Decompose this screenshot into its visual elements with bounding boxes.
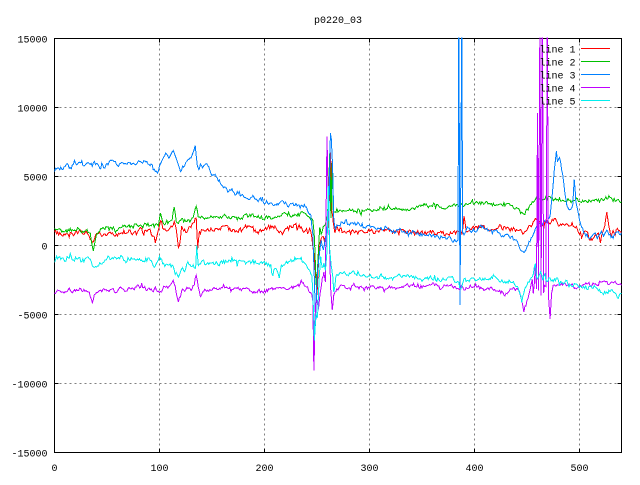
- svg-text:5000: 5000: [23, 174, 47, 185]
- svg-text:500: 500: [570, 464, 588, 475]
- svg-text:-10000: -10000: [11, 381, 47, 392]
- svg-text:300: 300: [360, 464, 378, 475]
- svg-text:-15000: -15000: [11, 450, 47, 461]
- svg-text:0: 0: [41, 243, 47, 254]
- svg-text:p0220_03: p0220_03: [314, 16, 362, 27]
- svg-text:100: 100: [150, 464, 168, 475]
- svg-text:-5000: -5000: [17, 312, 47, 323]
- svg-text:line 4: line 4: [539, 84, 575, 96]
- svg-text:line 5: line 5: [539, 97, 575, 109]
- svg-text:line 1: line 1: [539, 45, 575, 57]
- svg-text:400: 400: [465, 464, 483, 475]
- svg-text:line 3: line 3: [539, 71, 575, 83]
- svg-text:line 2: line 2: [539, 58, 575, 70]
- svg-text:15000: 15000: [17, 36, 47, 47]
- svg-text:10000: 10000: [17, 105, 47, 116]
- svg-text:200: 200: [255, 464, 273, 475]
- svg-text:0: 0: [51, 464, 57, 475]
